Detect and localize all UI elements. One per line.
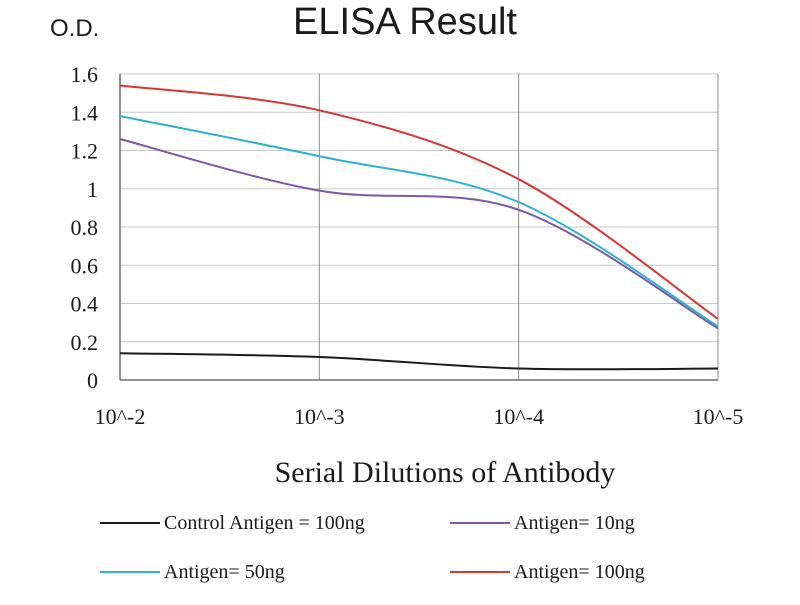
- axes: [119, 74, 718, 381]
- y-tick-label: 1.4: [71, 100, 99, 125]
- y-tick-label: 1.6: [71, 62, 99, 87]
- x-tick-label: 10^-4: [493, 404, 544, 429]
- y-axis-label: O.D.: [50, 15, 99, 42]
- series-line-3: [119, 115, 719, 328]
- y-tick-label: 1.2: [71, 139, 99, 164]
- legend-label: Antigen= 50ng: [164, 561, 285, 583]
- x-axis-label: Serial Dilutions of Antibody: [275, 456, 616, 489]
- legend-label: Control Antigen = 100ng: [164, 512, 365, 534]
- y-tick-label: 1: [87, 177, 98, 202]
- series-lines: [119, 84, 719, 371]
- legend-label: Antigen= 10ng: [514, 512, 635, 534]
- legend-label: Antigen= 100ng: [514, 561, 645, 583]
- y-tick-label: 0.6: [71, 253, 99, 278]
- x-tick-label: 10^-5: [693, 404, 744, 429]
- legend-entry-1: Control Antigen = 100ng: [100, 512, 365, 534]
- legend: Control Antigen = 100ng Antigen= 10ng Anti…: [100, 512, 645, 583]
- legend-entry-4: Antigen= 100ng: [450, 561, 645, 583]
- legend-entry-2: Antigen= 10ng: [450, 512, 635, 534]
- chart-title: ELISA Result: [293, 1, 517, 43]
- y-tick-label: 0.4: [71, 292, 99, 317]
- y-tick-label: 0.8: [71, 215, 99, 240]
- series-line-2: [119, 138, 719, 330]
- x-tick-label: 10^-3: [294, 404, 345, 429]
- y-tick-label: 0.2: [71, 330, 99, 355]
- series-line-1: [119, 352, 719, 371]
- grid: [119, 73, 719, 381]
- legend-entry-3: Antigen= 50ng: [100, 561, 285, 583]
- x-tick-label: 10^-2: [95, 404, 146, 429]
- series-line-4: [119, 84, 719, 320]
- y-tick-label: 0: [87, 368, 98, 393]
- tick-labels: 0 0.2 0.4 0.6 0.8 1 1.2 1.4 1.6 10^-2 10^-3 10^-4 10…: [71, 62, 744, 429]
